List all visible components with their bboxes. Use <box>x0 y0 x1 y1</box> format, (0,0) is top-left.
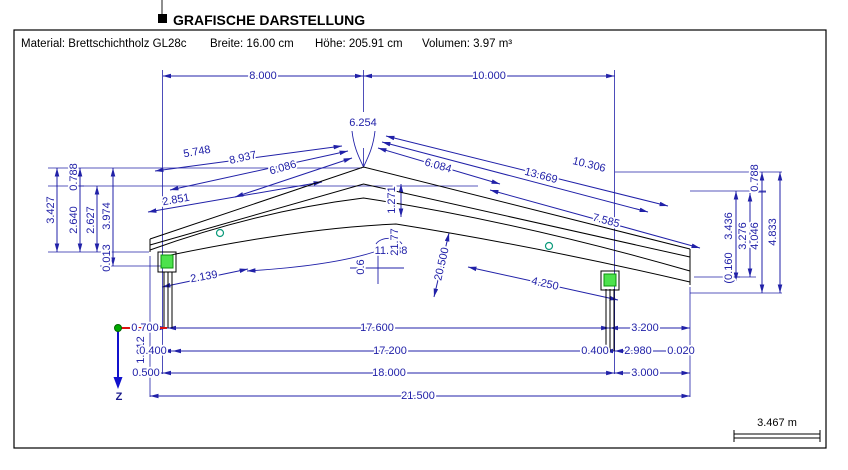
info-height: Höhe: 205.91 cm <box>315 38 403 50</box>
info-volume: Volumen: 3.97 m³ <box>422 38 512 50</box>
scale-bar-label: 3.467 m <box>757 417 797 429</box>
info-width: Breite: 16.00 cm <box>210 38 294 50</box>
dimension-texts: 8.000 10.000 6.254 5.748 8.937 6.086 2.8… <box>43 68 781 404</box>
dim-right-col-4: 4.046 <box>749 222 761 250</box>
scale-bar: 3.467 m <box>733 417 821 442</box>
dim-mid-v2: 21.77 <box>389 228 401 256</box>
dim-row2-rotated: 1.012 <box>135 336 147 364</box>
node-marker-left <box>215 228 225 238</box>
dim-right-col-5: 4.833 <box>767 218 779 246</box>
dim-left-col-4: 2.627 <box>85 206 97 234</box>
section-bullet-icon <box>158 14 167 23</box>
support-right <box>600 270 620 291</box>
dim-row3-1: 0.500 <box>132 367 160 379</box>
dim-row2-5: 0.020 <box>667 345 695 357</box>
dim-top-left: 8.000 <box>249 70 277 82</box>
node-marker-right <box>544 241 554 251</box>
dim-row1-1: 0.700 <box>131 322 159 334</box>
info-material: Material: Brettschichtholz GL28c <box>21 38 187 50</box>
dim-left-col-2: 0.788 <box>68 163 80 191</box>
dim-row2-1: 0.400 <box>139 345 167 357</box>
dimension-lines <box>54 73 783 399</box>
z-axis-arrow-icon <box>113 377 123 389</box>
dim-row3-2: 18.000 <box>372 367 406 379</box>
info-bar: Material: Brettschichtholz GL28c Breite:… <box>21 38 512 50</box>
dim-row1-2: 17.600 <box>360 322 394 334</box>
drawing-frame <box>13 29 827 449</box>
dim-row3-3: 3.000 <box>631 367 659 379</box>
dim-left-col-6: 0.013 <box>101 244 113 272</box>
dim-row1-3: 3.200 <box>631 322 659 334</box>
dim-left-col-5: 3.974 <box>101 202 113 230</box>
dim-apex: 6.254 <box>349 117 377 129</box>
dim-mid-v1: 0.6 <box>355 259 367 274</box>
dim-right-col-6: (0.160 <box>723 252 735 283</box>
dim-left-col-1: 3.427 <box>45 196 57 224</box>
dim-left-col-3: 2.640 <box>68 206 80 234</box>
dim-top-right: 10.000 <box>472 70 506 82</box>
dim-right-col-1: 0.788 <box>749 164 761 192</box>
dim-row2-4: 2.980 <box>624 345 652 357</box>
beam-axis-thick <box>149 197 691 272</box>
origin-node <box>114 324 122 332</box>
dim-right-col-3: 3.276 <box>737 222 749 250</box>
support-left <box>157 251 177 273</box>
dim-row2-3: 0.400 <box>581 345 609 357</box>
coordinate-axes: Z <box>113 324 167 403</box>
z-axis-label: Z <box>116 391 123 403</box>
dim-row4: 21.500 <box>401 390 435 402</box>
page-title: GRAFISCHE DARSTELLUNG <box>173 12 365 28</box>
dim-mid-horizontal: 11.188 <box>375 245 408 257</box>
dim-right-col-2: 3.436 <box>723 212 735 240</box>
dim-row2-2: 17.200 <box>373 345 407 357</box>
dim-mid-v3: 1.271 <box>386 186 398 214</box>
beam-outline <box>149 166 691 351</box>
